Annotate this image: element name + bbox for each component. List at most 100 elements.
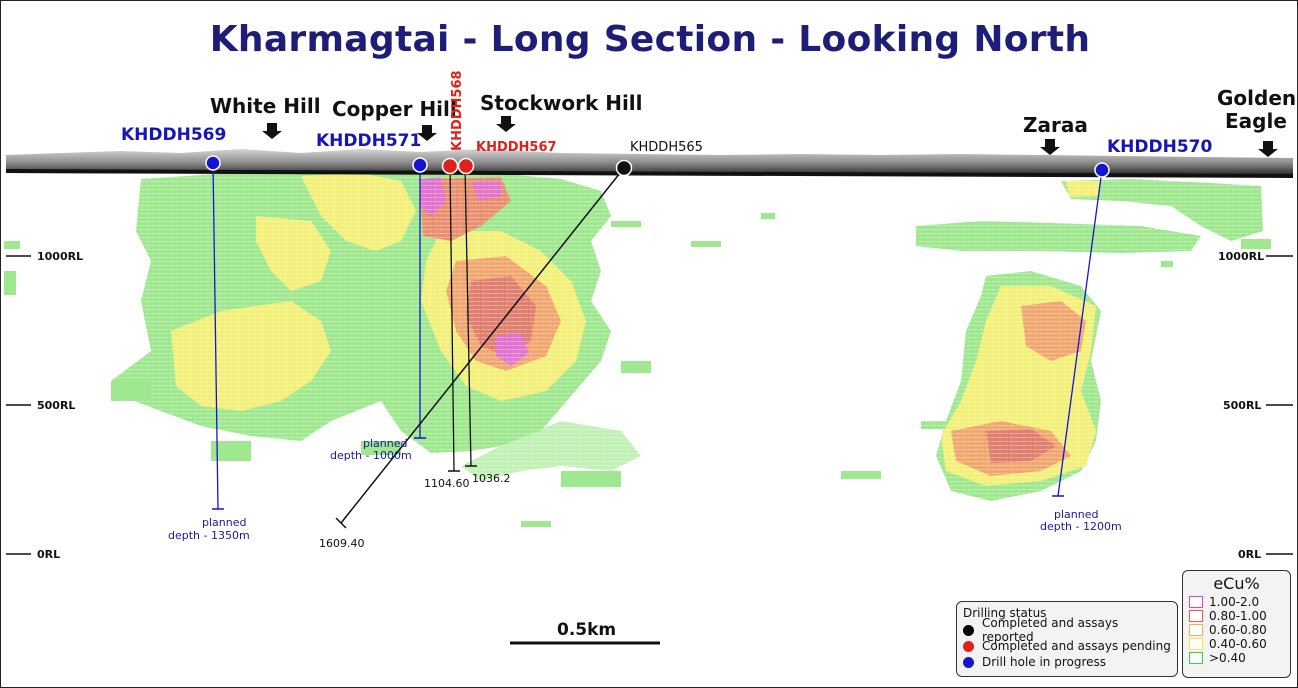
collar-khddh570 [1094,162,1110,178]
fragment [841,471,881,479]
topographic-surface [6,149,1293,177]
arrow-down-icon [1258,141,1278,157]
hole-label-khddh570: KHDDH570 [1107,137,1213,157]
collar-khddh565 [615,159,633,177]
orange-swatch-icon [1189,624,1203,636]
speckle-west [111,169,641,481]
fragment [521,521,551,527]
drilling-status-legend: Drilling status Completed and assays rep… [956,601,1178,677]
fragment [111,381,151,401]
fragment [361,441,401,455]
depth-khddh570: planned [1054,508,1098,521]
prospect-labels: White Hill Copper Hill Stockwork Hill Za… [210,86,1296,157]
depth-khddh571: planned [363,437,407,450]
trace-khddh565-end [335,517,347,529]
rl-level-0: 0RL 0RL [6,548,1293,561]
depth-khddh569-line2: depth - 1350m [168,529,250,542]
trace-khddh569 [212,162,219,510]
green-swatch-icon [1189,652,1203,664]
fragment [761,213,775,219]
fragment [4,241,20,249]
drill-traces [212,162,1103,529]
arrow-down-icon [496,116,516,132]
hole-label-khddh569: KHDDH569 [121,125,226,145]
figure-title: Kharmagtai - Long Section - Looking Nort… [209,19,1091,60]
grade-row: 1.00-2.0 [1189,595,1284,609]
red-swatch-icon [1189,610,1203,622]
yellow-swatch-icon [1189,638,1203,650]
fragment [4,271,16,295]
grade-row: >0.40 [1189,651,1284,665]
collar-khddh569 [205,155,221,171]
fragment [621,361,651,373]
topographic-surface-line [5,169,1294,178]
legend-row-pending: Completed and assays pending [963,638,1171,654]
place-golden-eagle: Golden [1217,86,1296,110]
rl-level-500: 500RL 500RL [6,399,1293,412]
depth-khddh565: 1609.40 [319,537,365,550]
fragment [561,471,621,487]
depth-khddh568: 1104.60 [424,477,470,490]
scale-bar-label: 0.5km [557,620,616,640]
legend-label: Completed and assays pending [982,639,1171,653]
trace-khddh568 [449,165,455,472]
place-copper-hill: Copper Hill [332,97,457,121]
black-dot-icon [963,624,974,636]
scale-bar: 0.5km [510,620,660,645]
blue-dot-icon [963,656,974,668]
place-stockwork-hill: Stockwork Hill [480,91,643,115]
place-white-hill: White Hill [210,94,321,118]
depth-khddh571-line2: depth - 1000m [330,449,412,462]
rl-label-right: 0RL [1238,548,1261,561]
collar-khddh567 [457,157,475,175]
rl-label-left: 500RL [37,399,75,412]
rl-label-right: 1000RL [1218,250,1264,263]
rl-level-1000: 1000RL 1000RL [6,250,1293,263]
collar-khddh568 [441,157,459,175]
fragment [611,221,641,227]
legend-row-reported: Completed and assays reported [963,616,1171,644]
grade-label: >0.40 [1209,651,1246,665]
arrow-down-icon [1040,139,1060,155]
grade-legend: eCu% 1.00-2.0 0.80-1.00 0.60-0.80 0.40-0… [1182,570,1291,678]
mineralisation-east [916,179,1271,501]
hole-label-khddh567: KHDDH567 [476,140,557,155]
arrow-down-icon [262,123,282,139]
trace-khddh565 [340,167,625,524]
mineralisation-satellites-west [4,213,951,527]
depth-khddh567: 1036.2 [472,472,511,485]
fragment [1241,239,1271,249]
fragment [211,441,251,461]
arrow-down-icon [417,125,437,141]
legend-label: Completed and assays reported [982,616,1119,644]
grade-label: 0.80-1.00 [1209,609,1267,623]
grade-label: 0.60-0.80 [1209,623,1267,637]
rl-levels: 1000RL 1000RL 500RL 500RL 0RL 0RL [6,250,1293,561]
depth-khddh570-line2: depth - 1200m [1040,520,1122,533]
trace-khddh567 [464,165,472,467]
depth-labels: planned depth - 1350m planned depth - 10… [168,437,1122,550]
grade-label: 0.40-0.60 [1209,637,1267,651]
drilling-status-title: Drilling status [963,606,1047,620]
hole-label-khddh571: KHDDH571 [316,131,421,151]
collar-khddh571 [412,157,428,173]
hole-label-khddh565: KHDDH565 [630,140,703,155]
grade-label: 1.00-2.0 [1209,595,1260,609]
collars [205,155,1110,178]
legend-label: Drill hole in progress [982,655,1107,669]
depth-khddh569: planned [202,516,246,529]
trace-khddh570 [1057,169,1103,497]
hole-label-khddh568: KHDDH568 [450,70,465,151]
fragment [691,241,721,247]
rl-label-left: 1000RL [37,250,83,263]
rl-label-right: 500RL [1223,399,1261,412]
grade-row: 0.80-1.00 [1189,609,1284,623]
hole-labels: KHDDH569 KHDDH571 KHDDH568 KHDDH567 KHDD… [121,70,1213,157]
grade-row: 0.60-0.80 [1189,623,1284,637]
fragment [1161,261,1173,267]
legend-row-in-progress: Drill hole in progress [963,654,1171,670]
magenta-swatch-icon [1189,596,1203,608]
mineralisation-west [111,169,641,481]
